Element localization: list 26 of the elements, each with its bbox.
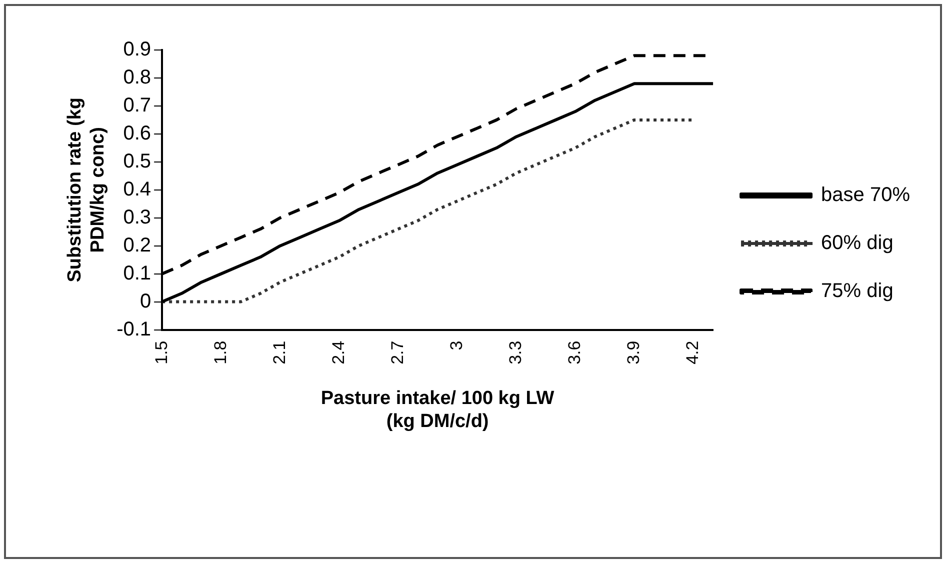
- y-tick-label: 0.9: [123, 38, 152, 61]
- x-tick-label: 1.8: [210, 340, 230, 364]
- x-tick-label: 3.6: [564, 340, 584, 364]
- y-tick-label: 0.7: [123, 94, 152, 116]
- legend-label: base 70%: [821, 184, 910, 206]
- y-tick-label: 0.2: [123, 234, 152, 256]
- x-tick-label: 2.4: [328, 340, 348, 364]
- y-tick-label: 0.4: [123, 178, 152, 200]
- y-tick-label: 0.5: [123, 150, 152, 172]
- y-tick-label: 0.8: [123, 66, 152, 88]
- y-tick-label: 0.3: [123, 206, 152, 228]
- legend-label: 75% dig: [821, 280, 894, 302]
- x-tick-label: 3.3: [506, 340, 525, 364]
- y-tick-label: 0.1: [123, 262, 152, 284]
- legend-label: 60% dig: [821, 232, 894, 254]
- x-tick-label: 4.2: [683, 340, 702, 364]
- y-tick-label: 0: [140, 290, 152, 312]
- y-tick-label: -0.1: [116, 318, 152, 340]
- x-tick-label: 3: [446, 340, 466, 350]
- x-axis-title: Pasture intake/ 100 kg LW (kg DM/c/d): [320, 388, 554, 432]
- x-tick-label: 3.9: [624, 340, 644, 364]
- x-tick-label: 2.1: [270, 340, 289, 364]
- x-tick-label: 1.5: [152, 340, 171, 364]
- x-tick-label: 2.7: [388, 340, 407, 364]
- y-axis-title: Substitution rate (kg PDM/kg conc): [64, 98, 108, 282]
- y-tick-label: 0.6: [123, 122, 152, 144]
